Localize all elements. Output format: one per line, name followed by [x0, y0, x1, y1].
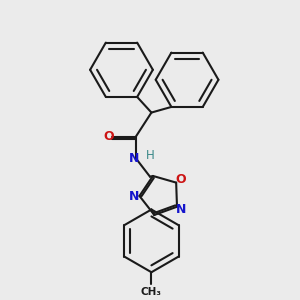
Text: N: N [129, 152, 140, 165]
Text: O: O [175, 173, 185, 186]
Text: H: H [146, 149, 154, 162]
Text: CH₃: CH₃ [141, 287, 162, 297]
Text: N: N [176, 203, 186, 216]
Text: N: N [129, 190, 140, 202]
Text: O: O [103, 130, 114, 143]
